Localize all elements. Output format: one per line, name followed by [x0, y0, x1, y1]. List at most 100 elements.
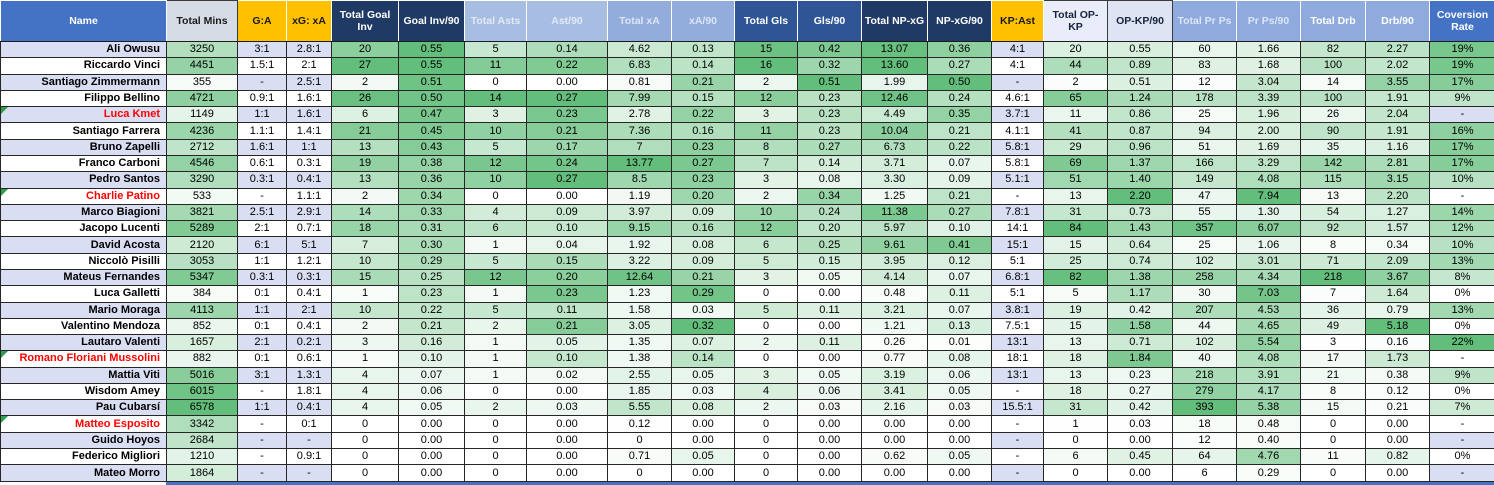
stat-cell-total_pr_ps[interactable]: 55 — [1172, 203, 1237, 222]
stat-cell-ast_90[interactable]: 0.27 — [526, 89, 608, 108]
column-header-goal_inv_90[interactable]: Goal Inv/90 — [398, 0, 465, 42]
stat-cell-ast_90[interactable]: 0.00 — [526, 382, 608, 401]
ratio-cell-ga[interactable]: 0.6:1 — [237, 154, 287, 173]
stat-cell-xa_90[interactable]: 0.03 — [671, 301, 735, 319]
stat-cell-ast_90[interactable]: 0.00 — [526, 464, 608, 482]
stat-cell-total_gls[interactable]: 8 — [734, 138, 798, 156]
ratio-cell-xg_xa[interactable]: 1.3:1 — [286, 366, 332, 384]
stat-cell-total_drb[interactable]: 15 — [1300, 399, 1366, 417]
stat-cell-ast_90[interactable]: 0.17 — [526, 138, 608, 156]
stat-cell-total_gls[interactable]: 5 — [734, 252, 798, 270]
stat-cell-total_np_xg[interactable]: 1.21 — [861, 317, 928, 336]
stat-cell-op_kp_90[interactable]: 0.00 — [1107, 431, 1173, 450]
stat-cell-total_op_kp[interactable]: 11 — [1043, 106, 1108, 124]
stat-cell-drb_90[interactable]: 0.00 — [1365, 464, 1430, 482]
player-name-cell[interactable]: Romano Floriani Mussolini — [0, 350, 167, 368]
stat-cell-total_drb[interactable]: 115 — [1300, 171, 1366, 189]
stat-cell-total_mins[interactable]: 4113 — [166, 301, 238, 319]
stat-cell-total_goal_inv[interactable]: 0 — [331, 431, 399, 450]
ratio-cell-kp_ast[interactable]: 5:1 — [991, 285, 1044, 303]
stat-cell-total_asts[interactable]: 0 — [464, 382, 527, 401]
stat-cell-pr_ps_90[interactable]: 1.96 — [1236, 106, 1301, 124]
stat-cell-goal_inv_90[interactable]: 0.31 — [398, 220, 465, 238]
stat-cell-gls_90[interactable]: 0.27 — [797, 138, 862, 156]
stat-cell-ast_90[interactable]: 0.24 — [526, 154, 608, 173]
stat-cell-drb_90[interactable]: 2.02 — [1365, 57, 1430, 75]
stat-cell-drb_90[interactable]: 1.73 — [1365, 350, 1430, 368]
stat-cell-total_np_xg[interactable]: 13.07 — [861, 40, 928, 59]
stat-cell-total_asts[interactable]: 0 — [464, 431, 527, 450]
stat-cell-ast_90[interactable]: 0.00 — [526, 431, 608, 450]
stat-cell-total_gls[interactable]: 12 — [734, 89, 798, 108]
stat-cell-total_drb[interactable]: 100 — [1300, 89, 1366, 108]
ratio-cell-xg_xa[interactable]: 0.4:1 — [286, 171, 332, 189]
stat-cell-total_np_xg[interactable]: 0.77 — [861, 350, 928, 368]
stat-cell-pr_ps_90[interactable]: 3.39 — [1236, 89, 1301, 108]
stat-cell-total_gls[interactable]: 0 — [734, 448, 798, 466]
stat-cell-drb_90[interactable]: 0.79 — [1365, 301, 1430, 319]
player-name-cell[interactable]: Wisdom Amey — [0, 382, 167, 401]
stat-cell-drb_90[interactable]: 0.82 — [1365, 448, 1430, 466]
stat-cell-total_gls[interactable]: 4 — [734, 382, 798, 401]
stat-cell-ast_90[interactable]: 0.11 — [526, 301, 608, 319]
stat-cell-total_asts[interactable]: 6 — [464, 220, 527, 238]
stat-cell-np_xg_90[interactable]: 0.00 — [927, 464, 992, 482]
stat-cell-gls_90[interactable]: 0.03 — [797, 399, 862, 417]
stat-cell-np_xg_90[interactable]: 0.08 — [927, 350, 992, 368]
stat-cell-total_drb[interactable]: 0 — [1300, 431, 1366, 450]
player-name-cell[interactable]: Riccardo Vinci — [0, 57, 167, 75]
stat-cell-xa_90[interactable]: 0.08 — [671, 236, 735, 254]
stat-cell-pr_ps_90[interactable]: 1.30 — [1236, 203, 1301, 222]
ratio-cell-xg_xa[interactable]: 0.6:1 — [286, 350, 332, 368]
player-name-cell[interactable]: Federico Migliori — [0, 448, 167, 466]
stat-cell-total_drb[interactable]: 11 — [1300, 448, 1366, 466]
stat-cell-total_pr_ps[interactable]: 47 — [1172, 187, 1237, 205]
player-name-cell[interactable]: Santiago Farrera — [0, 122, 167, 140]
stat-cell-total_xa[interactable]: 1.35 — [607, 334, 672, 352]
stat-cell-ast_90[interactable]: 0.09 — [526, 203, 608, 222]
stat-cell-gls_90[interactable]: 0.11 — [797, 334, 862, 352]
stat-cell-total_mins[interactable]: 533 — [166, 187, 238, 205]
stat-cell-total_goal_inv[interactable]: 18 — [331, 220, 399, 238]
stat-cell-pr_ps_90[interactable]: 0.48 — [1236, 415, 1301, 433]
column-header-xa_90[interactable]: xA/90 — [671, 0, 735, 42]
ratio-cell-kp_ast[interactable]: - — [991, 73, 1044, 91]
ratio-cell-xg_xa[interactable]: 2.9:1 — [286, 203, 332, 222]
ratio-cell-kp_ast[interactable]: 3.7:1 — [991, 106, 1044, 124]
stat-cell-pr_ps_90[interactable]: 3.01 — [1236, 252, 1301, 270]
stat-cell-np_xg_90[interactable]: 0.22 — [927, 138, 992, 156]
stat-cell-conversion_rate[interactable]: - — [1429, 350, 1494, 368]
stat-cell-pr_ps_90[interactable]: 4.65 — [1236, 317, 1301, 336]
stat-cell-total_pr_ps[interactable]: 83 — [1172, 57, 1237, 75]
ratio-cell-kp_ast[interactable]: 18:1 — [991, 350, 1044, 368]
stat-cell-ast_90[interactable]: 0.21 — [526, 317, 608, 336]
stat-cell-total_pr_ps[interactable]: 44 — [1172, 317, 1237, 336]
ratio-cell-kp_ast[interactable]: - — [991, 382, 1044, 401]
stat-cell-total_goal_inv[interactable]: 13 — [331, 171, 399, 189]
ratio-cell-xg_xa[interactable]: 1.2:1 — [286, 252, 332, 270]
stat-cell-conversion_rate[interactable]: 0% — [1429, 317, 1494, 336]
stat-cell-ast_90[interactable]: 0.20 — [526, 268, 608, 287]
ratio-cell-kp_ast[interactable]: 4.1:1 — [991, 122, 1044, 140]
ratio-cell-kp_ast[interactable]: 15:1 — [991, 236, 1044, 254]
stat-cell-gls_90[interactable]: 0.11 — [797, 301, 862, 319]
stat-cell-total_asts[interactable]: 5 — [464, 252, 527, 270]
stat-cell-total_asts[interactable]: 0 — [464, 187, 527, 205]
stat-cell-op_kp_90[interactable]: 0.64 — [1107, 236, 1173, 254]
stat-cell-total_pr_ps[interactable]: 40 — [1172, 350, 1237, 368]
stat-cell-drb_90[interactable]: 0.12 — [1365, 382, 1430, 401]
stat-cell-goal_inv_90[interactable]: 0.36 — [398, 171, 465, 189]
stat-cell-conversion_rate[interactable]: 17% — [1429, 138, 1494, 156]
stat-cell-total_op_kp[interactable]: 25 — [1043, 252, 1108, 270]
stat-cell-xa_90[interactable]: 0.20 — [671, 187, 735, 205]
stat-cell-op_kp_90[interactable]: 0.42 — [1107, 399, 1173, 417]
stat-cell-total_pr_ps[interactable]: 102 — [1172, 252, 1237, 270]
stat-cell-total_asts[interactable]: 1 — [464, 285, 527, 303]
stat-cell-total_pr_ps[interactable]: 207 — [1172, 301, 1237, 319]
stat-cell-total_xa[interactable]: 7 — [607, 138, 672, 156]
stat-cell-total_gls[interactable]: 2 — [734, 399, 798, 417]
stat-cell-total_drb[interactable]: 26 — [1300, 106, 1366, 124]
stat-cell-drb_90[interactable]: 2.09 — [1365, 252, 1430, 270]
stat-cell-pr_ps_90[interactable]: 1.66 — [1236, 40, 1301, 59]
stat-cell-total_op_kp[interactable]: 0 — [1043, 431, 1108, 450]
